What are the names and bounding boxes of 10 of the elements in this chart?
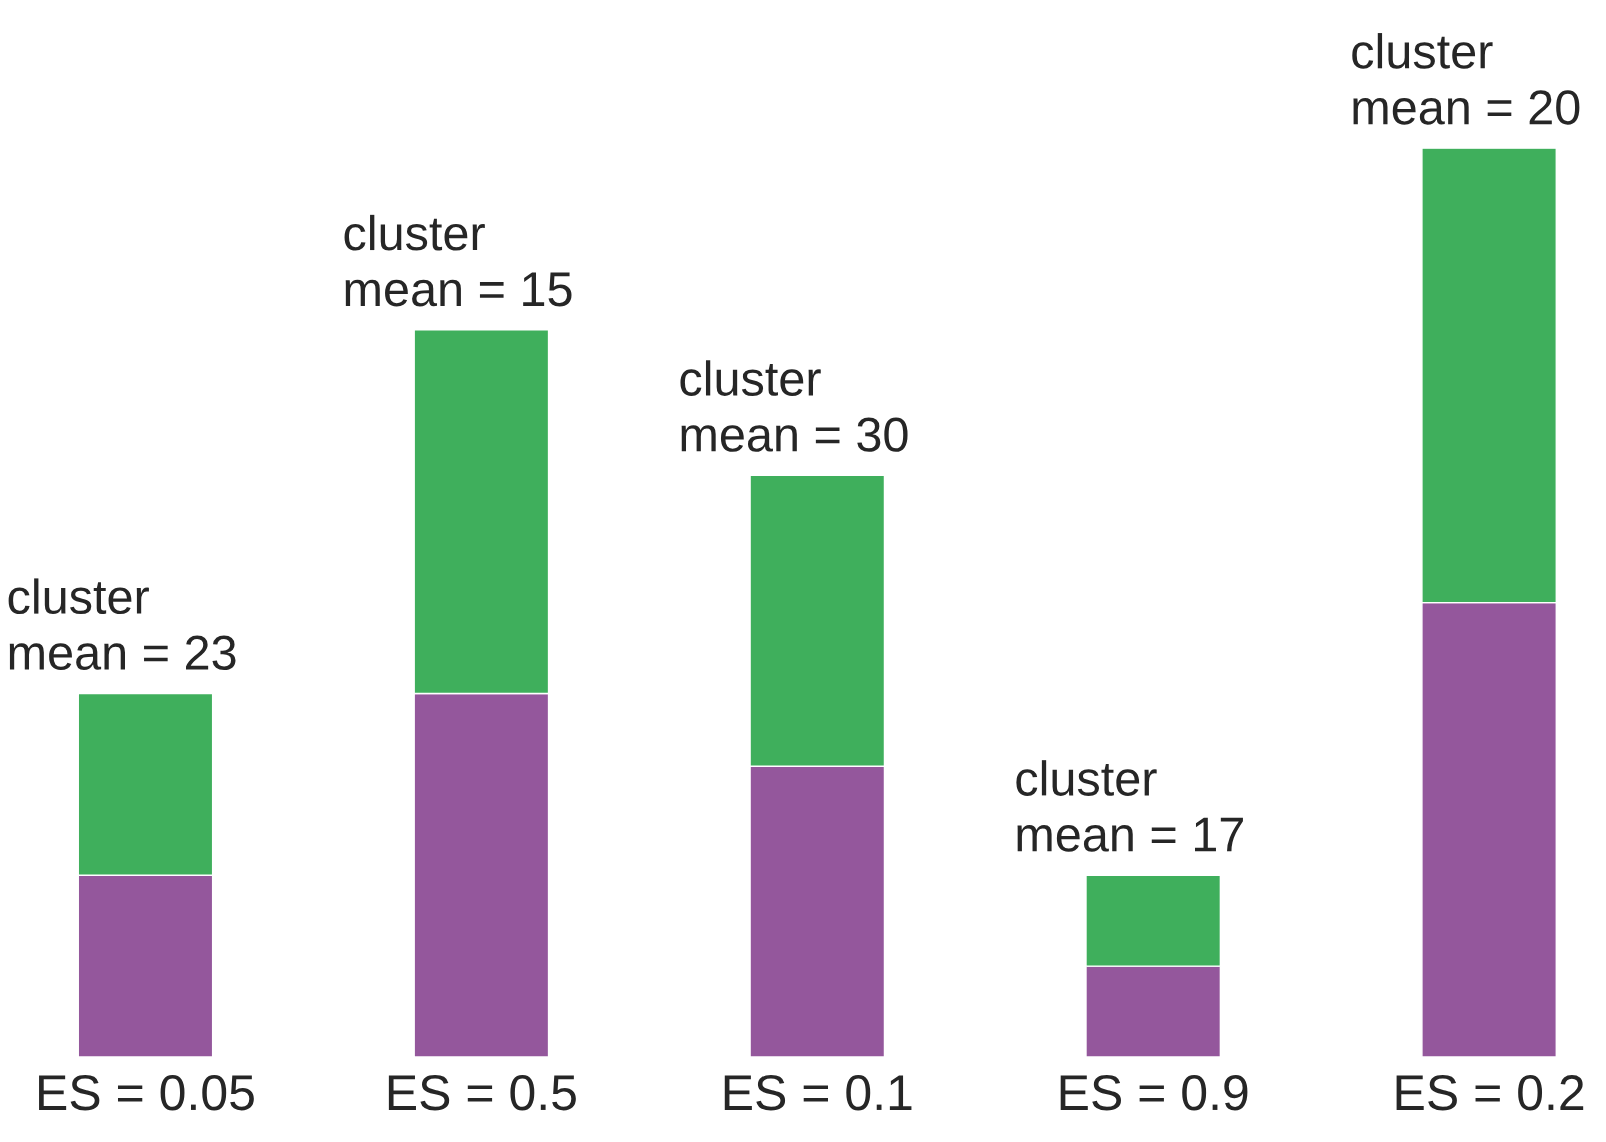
x-tick-label: ES = 0.1 <box>724 1075 912 1111</box>
x-tick-label: ES = 0.9 <box>1060 1075 1248 1111</box>
x-tick-label: ES = 0.5 <box>388 1075 576 1111</box>
x-tick-label: ES = 0.2 <box>1396 1075 1584 1111</box>
x-tick-label: ES = 0.05 <box>39 1075 254 1111</box>
annotation: cluster mean = 20 <box>1352 33 1580 125</box>
annotation: cluster mean = 23 <box>8 578 236 670</box>
annotation: cluster mean = 30 <box>680 360 908 452</box>
annotation: cluster mean = 15 <box>344 214 572 307</box>
annotation: cluster mean = 17 <box>1016 760 1243 852</box>
